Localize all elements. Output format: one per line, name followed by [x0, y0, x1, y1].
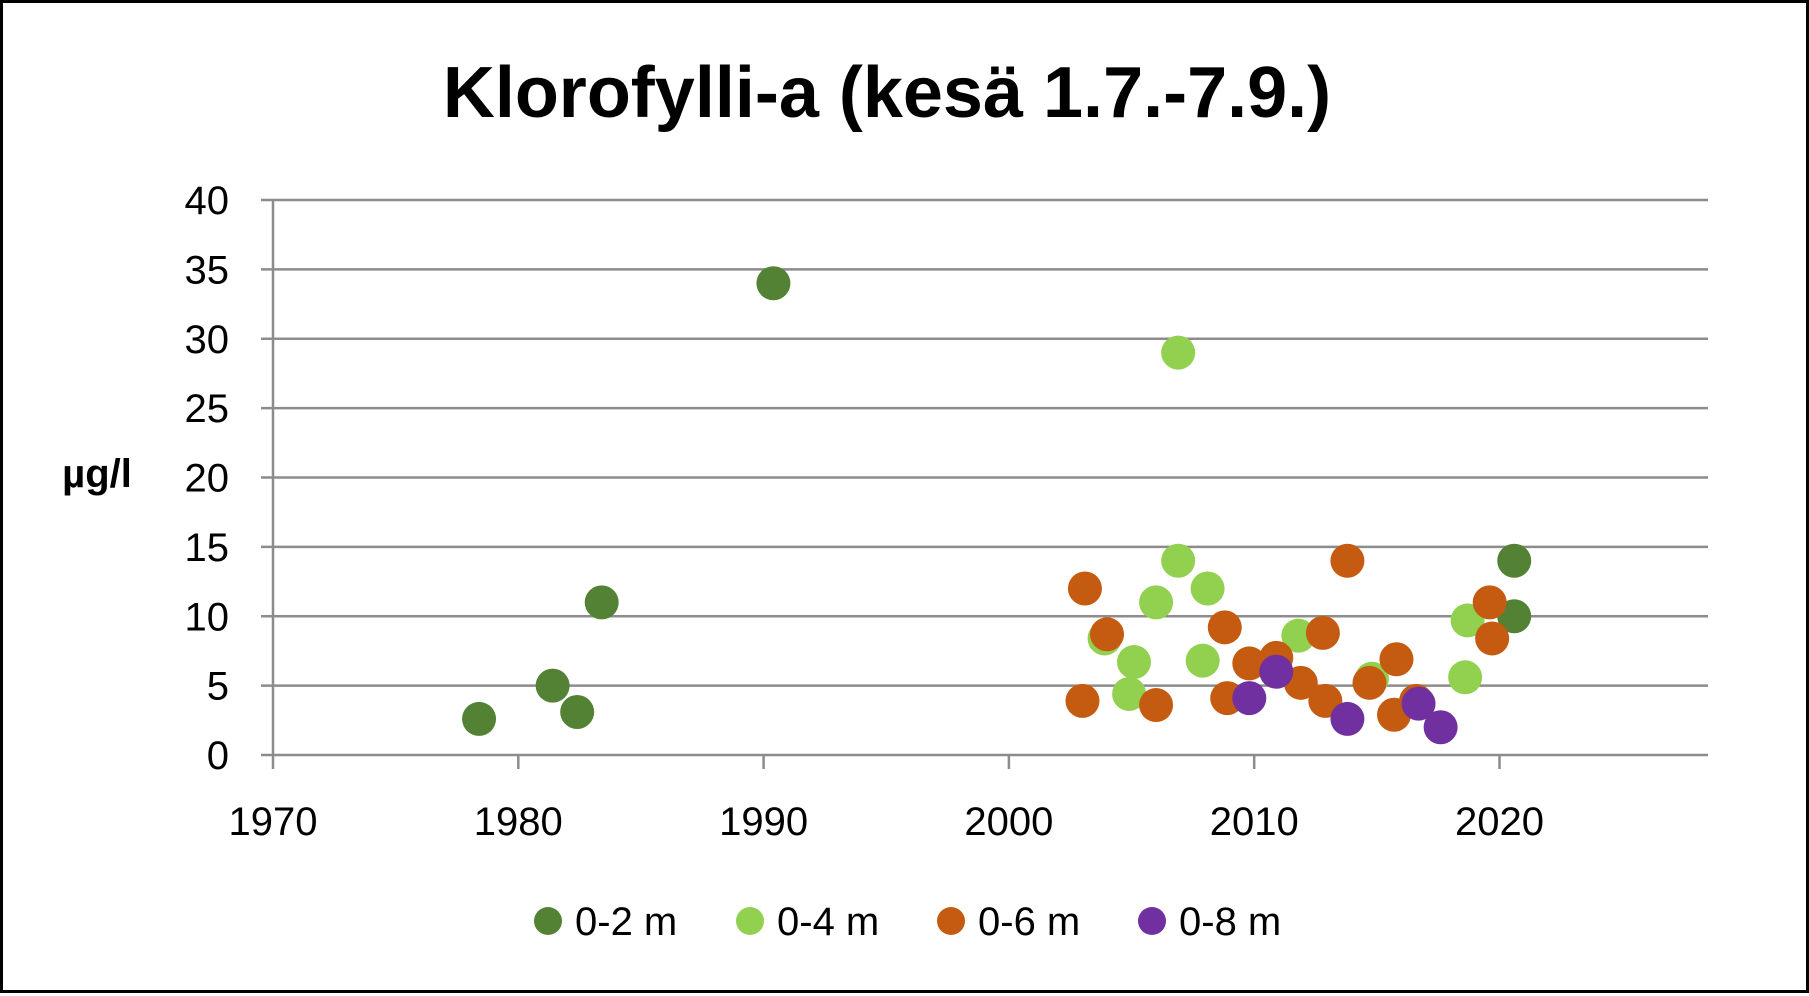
data-point-0-8m [1330, 701, 1365, 736]
legend-marker [534, 907, 562, 935]
y-tick-label: 35 [185, 248, 230, 292]
data-point-0-4m [1161, 543, 1196, 578]
legend-label: 0-2 m [575, 900, 677, 944]
x-tick-label: 2010 [1210, 800, 1299, 844]
data-point-0-8m [1232, 681, 1267, 716]
x-tick-label: 1990 [719, 800, 808, 844]
data-point-0-6m [1065, 683, 1100, 718]
data-point-0-2m [756, 266, 791, 301]
legend-label: 0-6 m [978, 900, 1080, 944]
legend-label: 0-4 m [777, 900, 879, 944]
data-point-0-2m [1497, 543, 1532, 578]
data-point-0-6m [1067, 571, 1102, 606]
data-point-0-4m [1185, 643, 1220, 678]
legend-marker [1138, 907, 1166, 935]
data-point-0-4m [1190, 571, 1225, 606]
y-tick-label: 10 [185, 595, 230, 639]
chart-title: Klorofylli-a (kesä 1.7.-7.9.) [443, 53, 1331, 133]
data-point-0-6m [1139, 688, 1174, 723]
legend-marker [937, 907, 965, 935]
data-point-0-6m [1472, 585, 1507, 620]
scatter-chart: Klorofylli-a (kesä 1.7.-7.9.) µg/l 0 5 10 1… [62, 53, 1708, 944]
x-tick-label: 1970 [229, 800, 318, 844]
data-point-0-6m [1207, 610, 1242, 645]
data-point-0-4m [1139, 585, 1174, 620]
data-point-0-4m [1112, 676, 1147, 711]
data-point-0-6m [1475, 621, 1510, 656]
data-point-0-6m [1305, 615, 1340, 650]
data-point-0-2m [535, 668, 570, 703]
legend: 0-2 m 0-4 m 0-6 m 0-8 m [534, 900, 1281, 944]
tick-labels: 0 5 10 15 20 25 30 35 40 1970 1980 1990 2000 2010 2020 [185, 179, 1544, 844]
data-point-0-6m [1379, 642, 1414, 677]
data-point-0-2m [560, 694, 595, 729]
data-point-0-2m [462, 701, 497, 736]
data-point-0-8m [1259, 654, 1294, 689]
data-point-0-4m [1281, 618, 1316, 653]
y-tick-label: 40 [185, 179, 230, 223]
y-tick-label: 30 [185, 318, 230, 362]
data-point-0-4m [1448, 660, 1483, 695]
data-point-0-6m [1330, 543, 1365, 578]
axes [261, 198, 1708, 769]
y-tick-label: 15 [185, 526, 230, 570]
x-tick-label: 2000 [964, 800, 1053, 844]
data-point-0-6m [1232, 646, 1267, 681]
data-point-0-8m [1423, 710, 1458, 745]
y-axis-label: µg/l [62, 452, 132, 496]
legend-marker [736, 907, 764, 935]
y-tick-label: 25 [185, 387, 230, 431]
data-point-0-4m [1117, 645, 1151, 680]
data-point-0-8m [1401, 686, 1436, 721]
x-tick-label: 1980 [474, 800, 563, 844]
data-points [462, 266, 1532, 745]
gridlines [273, 198, 1708, 687]
data-point-0-6m [1090, 617, 1125, 652]
legend-label: 0-8 m [1179, 900, 1281, 944]
y-tick-label: 5 [207, 665, 229, 709]
data-point-0-4m [1161, 335, 1196, 370]
y-tick-label: 20 [185, 457, 230, 501]
data-point-0-6m [1352, 665, 1387, 700]
y-tick-label: 0 [207, 734, 229, 778]
x-tick-label: 2020 [1455, 800, 1544, 844]
data-point-0-2m [584, 585, 619, 620]
